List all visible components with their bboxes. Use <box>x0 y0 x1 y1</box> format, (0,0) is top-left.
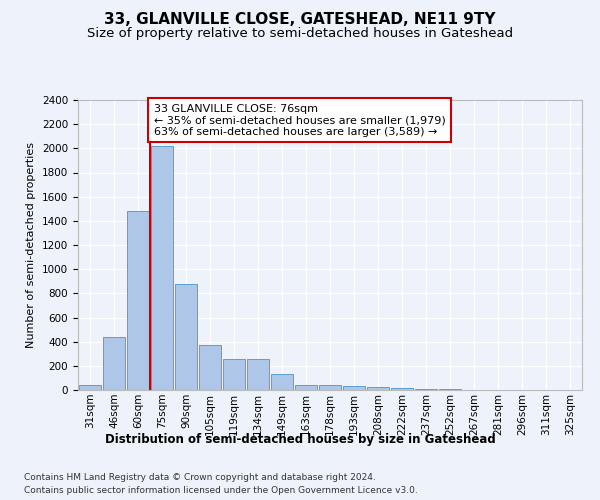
Bar <box>247 358 269 390</box>
Bar <box>391 388 413 390</box>
Bar <box>415 388 437 390</box>
Bar <box>223 358 245 390</box>
Y-axis label: Number of semi-detached properties: Number of semi-detached properties <box>26 142 37 348</box>
Text: 33 GLANVILLE CLOSE: 76sqm
← 35% of semi-detached houses are smaller (1,979)
63% : 33 GLANVILLE CLOSE: 76sqm ← 35% of semi-… <box>154 104 445 137</box>
Text: Contains HM Land Registry data © Crown copyright and database right 2024.: Contains HM Land Registry data © Crown c… <box>24 472 376 482</box>
Bar <box>79 384 101 390</box>
Bar <box>199 344 221 390</box>
Text: Distribution of semi-detached houses by size in Gateshead: Distribution of semi-detached houses by … <box>104 432 496 446</box>
Text: 33, GLANVILLE CLOSE, GATESHEAD, NE11 9TY: 33, GLANVILLE CLOSE, GATESHEAD, NE11 9TY <box>104 12 496 28</box>
Bar <box>295 385 317 390</box>
Bar <box>127 211 149 390</box>
Bar <box>175 284 197 390</box>
Bar <box>343 386 365 390</box>
Text: Size of property relative to semi-detached houses in Gateshead: Size of property relative to semi-detach… <box>87 28 513 40</box>
Bar <box>271 374 293 390</box>
Bar <box>151 146 173 390</box>
Text: Contains public sector information licensed under the Open Government Licence v3: Contains public sector information licen… <box>24 486 418 495</box>
Bar <box>319 384 341 390</box>
Bar <box>103 337 125 390</box>
Bar <box>367 387 389 390</box>
